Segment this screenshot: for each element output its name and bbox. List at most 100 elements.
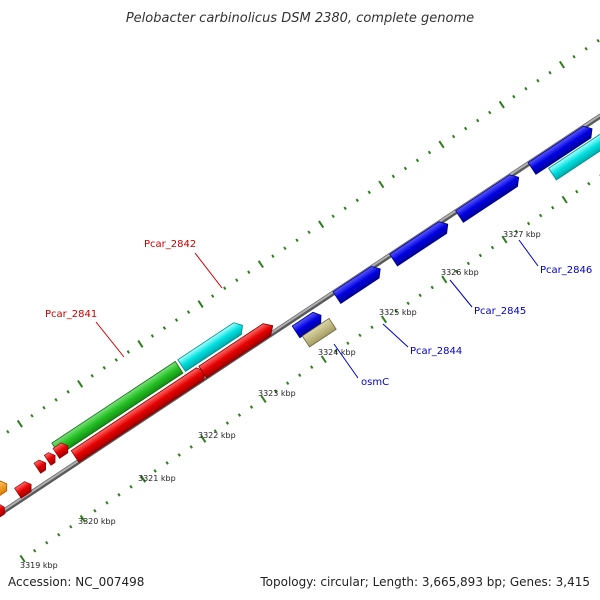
- upper-minor-tick: [283, 246, 287, 251]
- lower-minor-tick: [334, 349, 338, 354]
- lower-minor-tick: [490, 245, 495, 250]
- upper-major-tick: [197, 300, 204, 308]
- lower-minor-tick: [32, 548, 37, 553]
- lower-major-tick: [501, 235, 508, 244]
- upper-major-tick: [378, 180, 385, 189]
- cds-red-pcar2841[interactable]: [70, 365, 208, 463]
- feature-red-small-2[interactable]: [33, 458, 49, 474]
- upper-minor-tick: [524, 86, 528, 91]
- lower-minor-tick: [129, 485, 133, 489]
- lower-minor-tick: [177, 453, 181, 457]
- lower-minor-tick: [273, 389, 278, 393]
- tick-label-3319: 3319 kbp: [20, 561, 58, 570]
- cds-red-2[interactable]: [198, 320, 277, 379]
- upper-minor-tick: [174, 318, 179, 322]
- cds-blue-pcar2843[interactable]: [291, 309, 325, 339]
- lower-major-tick: [140, 475, 147, 483]
- upper-minor-tick: [463, 126, 468, 131]
- lower-major-tick: [260, 395, 267, 403]
- tick-label-3321: 3321 kbp: [138, 474, 176, 483]
- lower-minor-tick: [454, 269, 458, 274]
- feature-red-edge[interactable]: [0, 502, 8, 520]
- tick-label-3325: 3325 kbp: [379, 308, 417, 317]
- upper-minor-tick: [355, 198, 359, 203]
- feature-track: [0, 123, 600, 520]
- lower-minor-tick: [225, 421, 230, 425]
- upper-minor-tick: [548, 70, 552, 75]
- gene-label-pcar2845[interactable]: Pcar_2845: [474, 306, 526, 317]
- upper-major-tick: [16, 419, 23, 428]
- gene-label-pcar2846[interactable]: Pcar_2846: [540, 265, 592, 276]
- upper-major-tick: [318, 220, 325, 229]
- lower-minor-tick: [45, 540, 49, 545]
- upper-minor-tick: [512, 94, 516, 99]
- lower-minor-tick: [587, 181, 591, 186]
- tick-label-3327: 3327 kbp: [503, 230, 541, 239]
- cds-blue-pcar2847[interactable]: [527, 123, 596, 175]
- upper-minor-tick: [331, 214, 335, 219]
- upper-minor-tick: [114, 358, 118, 362]
- lower-minor-tick: [538, 213, 543, 218]
- upper-minor-tick: [42, 405, 46, 410]
- feature-cyan-right[interactable]: [548, 133, 600, 181]
- genome-summary-text: Topology: circular; Length: 3,665,893 bp…: [259, 575, 590, 589]
- upper-minor-tick: [403, 166, 408, 171]
- upper-major-tick: [77, 379, 84, 388]
- lower-minor-tick: [213, 429, 218, 433]
- gene-label-osmc[interactable]: osmC: [361, 377, 389, 388]
- lower-minor-tick: [57, 532, 61, 537]
- upper-minor-tick: [295, 238, 299, 243]
- upper-minor-tick: [307, 230, 311, 235]
- feature-red-small-3[interactable]: [43, 450, 58, 466]
- upper-minor-tick: [572, 54, 576, 59]
- lower-minor-tick: [237, 413, 242, 417]
- lower-minor-tick: [298, 373, 302, 377]
- gene-label-pcar2841[interactable]: Pcar_2841: [45, 309, 97, 320]
- gene-label-pcar2844[interactable]: Pcar_2844: [410, 346, 462, 357]
- upper-minor-tick: [343, 206, 347, 211]
- upper-major-tick: [137, 340, 144, 348]
- upper-minor-tick: [584, 46, 588, 51]
- lower-minor-tick: [358, 333, 362, 338]
- lower-minor-tick: [310, 365, 314, 369]
- tick-label-3326: 3326 kbp: [441, 268, 479, 277]
- lower-major-tick: [380, 315, 388, 324]
- tick-label-3323: 3323 kbp: [258, 389, 296, 398]
- feature-orange[interactable]: [0, 479, 10, 500]
- lower-minor-tick: [478, 253, 483, 258]
- upper-minor-tick: [476, 118, 480, 123]
- lower-major-tick: [200, 435, 207, 443]
- feature-cyan-pcar2842[interactable]: [177, 319, 247, 373]
- upper-minor-tick: [6, 429, 10, 434]
- tick-label-3322: 3322 kbp: [198, 431, 236, 440]
- feature-red-small-4[interactable]: [52, 441, 71, 459]
- lower-major-tick: [561, 195, 568, 204]
- cds-blue-pcar2844[interactable]: [332, 263, 384, 305]
- upper-major-tick: [257, 260, 264, 269]
- lower-minor-tick: [575, 189, 579, 194]
- lower-minor-tick: [189, 445, 193, 449]
- gene-callouts: [95, 239, 539, 379]
- upper-minor-tick: [235, 278, 239, 282]
- accession-text: Accession: NC_007498: [8, 575, 144, 589]
- upper-minor-tick: [54, 398, 58, 402]
- upper-minor-tick: [367, 190, 371, 195]
- lower-minor-tick: [93, 509, 97, 513]
- map-title: Pelobacter carbinolicus DSM 2380, comple…: [126, 11, 474, 26]
- cds-blue-pcar2846[interactable]: [455, 171, 523, 223]
- feature-red-small-1[interactable]: [14, 479, 35, 499]
- upper-minor-tick: [90, 374, 94, 378]
- cds-blue-pcar2845[interactable]: [389, 218, 452, 267]
- tick-label-3320: 3320 kbp: [78, 517, 116, 526]
- gene-label-pcar2842[interactable]: Pcar_2842: [144, 239, 196, 250]
- lower-minor-tick: [165, 461, 169, 465]
- tick-label-3324: 3324 kbp: [318, 348, 356, 357]
- upper-minor-tick: [126, 350, 131, 354]
- upper-minor-tick: [596, 38, 600, 43]
- lower-minor-tick: [153, 469, 157, 473]
- feature-tan-osmc[interactable]: [301, 317, 337, 348]
- lower-minor-tick: [370, 325, 374, 330]
- lower-major-tick: [79, 514, 86, 523]
